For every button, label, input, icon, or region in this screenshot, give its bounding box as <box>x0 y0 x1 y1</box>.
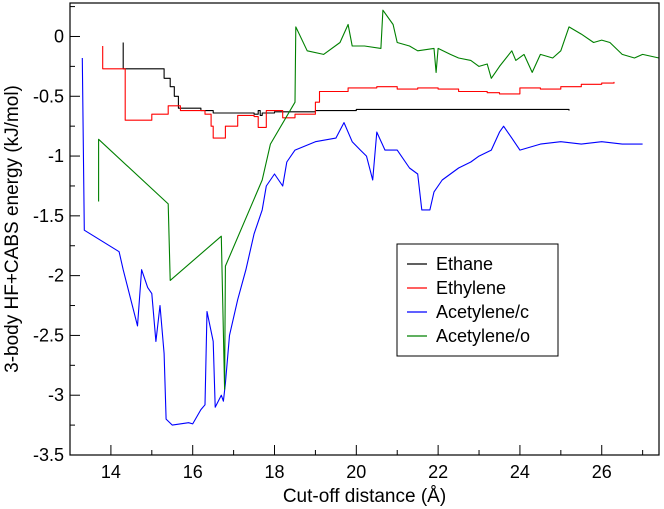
y-tick-label: -3 <box>48 385 64 405</box>
x-tick-label: 16 <box>183 462 203 482</box>
legend-box <box>396 243 559 357</box>
series-line-ethane <box>122 42 570 116</box>
series-line-acetylene-c <box>81 57 643 426</box>
plot-frame <box>69 2 660 456</box>
y-tick-label: -1.5 <box>33 206 64 226</box>
y-tick-label: -3.5 <box>33 445 64 465</box>
x-tick-label: 18 <box>264 462 284 482</box>
x-axis-title: Cut-off distance (Å) <box>283 486 446 507</box>
legend-label: Ethane <box>436 254 493 274</box>
x-tick-label: 20 <box>346 462 366 482</box>
x-tick-label: 24 <box>510 462 530 482</box>
x-tick-label: 14 <box>101 462 121 482</box>
series-line-acetylene-o <box>98 9 660 390</box>
y-axis-title: 3-body HF+CABS energy (kJ/mol) <box>2 85 23 373</box>
y-tick-label: 0 <box>54 26 64 46</box>
x-tick-label: 22 <box>428 462 448 482</box>
legend-label: Acetylene/o <box>436 326 530 346</box>
series-layer <box>81 9 660 426</box>
x-tick-label: 26 <box>592 462 612 482</box>
y-tick-label: -2 <box>48 266 64 286</box>
legend: Ethane Ethylene Acetylene/c Acetylene/o <box>396 243 559 357</box>
legend-label: Ethylene <box>436 278 506 298</box>
y-tick-label: -1 <box>48 146 64 166</box>
legend-label: Acetylene/c <box>436 302 529 322</box>
series-line-ethylene <box>102 46 615 139</box>
y-tick-label: -2.5 <box>33 325 64 345</box>
ticks-layer: 14 16 18 20 22 24 26 0 -0.5 -1 -1.5 -2 -2.5 -3 -3.5 <box>33 6 644 482</box>
y-tick-label: -0.5 <box>33 86 64 106</box>
